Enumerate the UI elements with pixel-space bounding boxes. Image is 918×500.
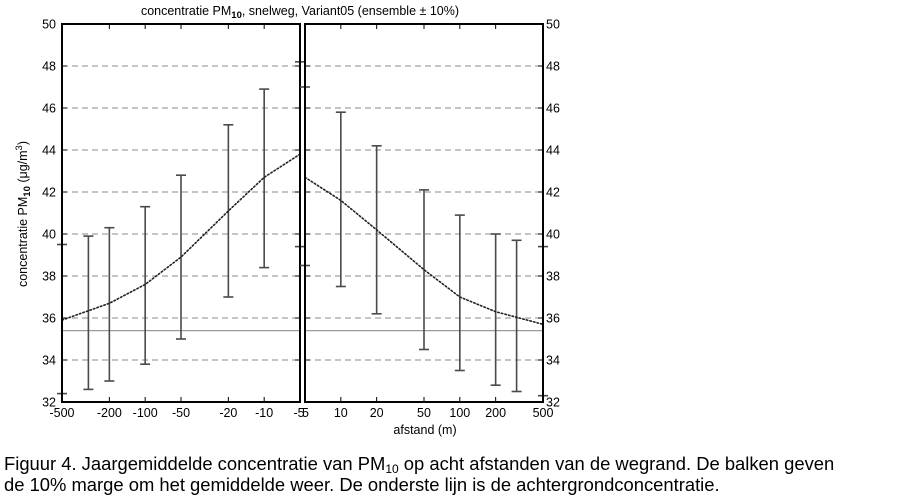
y-tick-label-right: 46 xyxy=(546,102,560,116)
y-tick-label-left: 50 xyxy=(42,18,56,32)
x-tick-label: -5 xyxy=(293,406,304,420)
y-tick-label-right: 36 xyxy=(546,312,560,326)
figure-caption: Figuur 4. Jaargemiddelde concentratie va… xyxy=(4,453,916,495)
y-tick-label-right: 44 xyxy=(546,144,560,158)
y-tick-label-left: 48 xyxy=(42,60,56,74)
x-tick-label: 20 xyxy=(370,406,384,420)
y-tick-label-right: 42 xyxy=(546,186,560,200)
x-tick-label: 50 xyxy=(417,406,431,420)
error-bar-left-6 xyxy=(259,88,270,269)
chart-title: concentratie PM10, snelweg, Variant05 (e… xyxy=(141,4,459,21)
panel-right: 5 10 20 50 100 200 500 xyxy=(300,23,554,420)
y-tick-label-right: 32 xyxy=(546,396,560,410)
error-bar-right-5 xyxy=(490,233,501,387)
x-tick-label: -200 xyxy=(97,406,122,420)
x-axis-label: afstand (m) xyxy=(393,423,456,437)
mean-line-left xyxy=(61,153,301,321)
mean-line-right xyxy=(304,176,544,326)
y-axis-label: concentratie PM10 (μg/m3) xyxy=(14,141,33,287)
pm10-distance-chart: concentratie PM10, snelweg, Variant05 (e… xyxy=(14,4,560,437)
x-tick-label: 5 xyxy=(302,406,309,420)
x-tick-label: -10 xyxy=(255,406,273,420)
y-tick-label-left: 38 xyxy=(42,270,56,284)
x-tick-label: 500 xyxy=(533,406,554,420)
y-tick-label-left: 44 xyxy=(42,144,56,158)
error-bar-right-6 xyxy=(511,239,522,393)
x-tick-label: -20 xyxy=(219,406,237,420)
x-tick-label: 200 xyxy=(485,406,506,420)
x-tick-label: -500 xyxy=(49,406,74,420)
y-tick-label-right: 34 xyxy=(546,354,560,368)
error-bar-left-3 xyxy=(140,205,151,366)
error-bar-left-4 xyxy=(176,174,186,340)
y-tick-label-right: 38 xyxy=(546,270,560,284)
y-tick-label-right: 40 xyxy=(546,228,560,242)
y-tick-label-right: 50 xyxy=(546,18,560,32)
x-tick-label: 100 xyxy=(449,406,470,420)
y-tick-label-left: 42 xyxy=(42,186,56,200)
y-tick-label-left: 36 xyxy=(42,312,56,326)
x-tick-label: -50 xyxy=(172,406,190,420)
y-tick-label-left: 40 xyxy=(42,228,56,242)
y-tick-label-left: 32 xyxy=(42,396,56,410)
error-bar-left-1 xyxy=(83,235,94,391)
y-tick-label-right: 48 xyxy=(546,60,560,74)
panel-left: -500 -200 -100 -50 -20 -10 -5 xyxy=(49,23,305,420)
y-tick-label-left: 46 xyxy=(42,102,56,116)
y-tick-label-left: 34 xyxy=(42,354,56,368)
error-bar-right-4 xyxy=(454,214,465,372)
error-bar-right-1 xyxy=(335,111,346,288)
x-tick-label: 10 xyxy=(334,406,348,420)
error-bar-left-2 xyxy=(104,226,115,382)
x-tick-label: -100 xyxy=(133,406,158,420)
caption-line-2: de 10% marge om het gemiddelde weer. De … xyxy=(4,474,720,495)
error-bar-right-3 xyxy=(419,189,429,351)
caption-line-1: Figuur 4. Jaargemiddelde concentratie va… xyxy=(4,453,835,476)
